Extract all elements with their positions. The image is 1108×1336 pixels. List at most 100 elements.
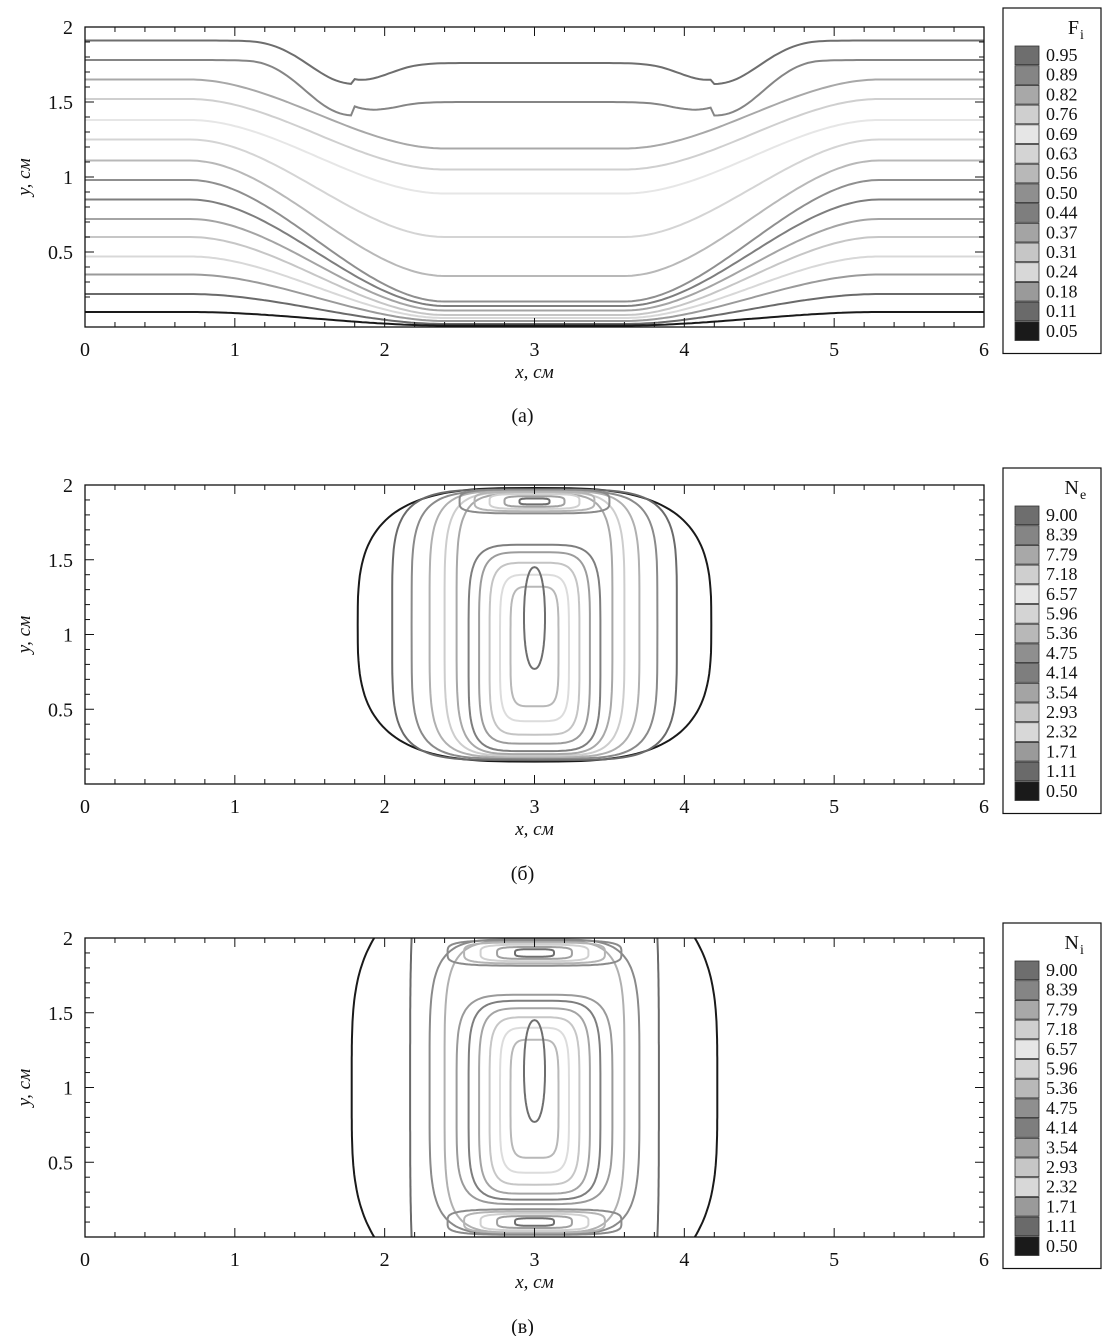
chart-panel-2: 0 1 2 3 4 5 60.511.52x, смy, см(б)N e9.008.397.…	[14, 467, 1102, 885]
contour-line	[473, 490, 596, 513]
y-tick-label: 1.5	[48, 92, 73, 114]
contour-line	[85, 159, 984, 277]
legend-title-sub: i	[1080, 943, 1084, 958]
legend-level-label: 0.82	[1046, 84, 1078, 104]
legend-level-label: 3.54	[1046, 1137, 1078, 1157]
legend-level-label: 8.39	[1046, 525, 1078, 545]
legend-level-label: 2.93	[1046, 1157, 1078, 1177]
legend-level-label: 3.54	[1046, 682, 1078, 702]
legend-swatch	[1014, 702, 1040, 723]
contour-line	[693, 938, 719, 1237]
legend-swatch	[1014, 222, 1040, 243]
contour-group	[356, 486, 713, 763]
legend-swatch	[1014, 604, 1040, 624]
contour-line	[85, 138, 984, 238]
legend-swatch	[1014, 1019, 1040, 1040]
y-axis-label: y, см	[14, 616, 35, 655]
x-axis-label: x, см	[514, 1272, 554, 1293]
legend-level-label: 9.00	[1046, 505, 1078, 525]
contour-line	[85, 179, 984, 303]
x-tick-label: 3	[530, 339, 540, 361]
legend-swatch	[1014, 1177, 1040, 1197]
contour-line	[446, 1208, 623, 1236]
legend-title: N	[1065, 477, 1079, 499]
legend-swatch	[1014, 960, 1040, 981]
legend-swatch	[1014, 1118, 1040, 1138]
legend-swatch	[1014, 144, 1040, 164]
legend-swatch	[1014, 980, 1040, 1000]
legend-level-label: 0.95	[1046, 45, 1078, 65]
legend-swatch	[1014, 564, 1040, 585]
legend-level-label: 5.36	[1046, 1078, 1078, 1098]
y-axis-label: y, см	[14, 1069, 35, 1108]
legend-level-label: 0.05	[1046, 321, 1078, 341]
x-axis-label: x, см	[514, 819, 554, 840]
plot-frame	[84, 937, 985, 1238]
x-tick-label: 2	[380, 1249, 390, 1271]
legend-level-label: 0.44	[1046, 203, 1078, 223]
chart-panel-1: 0 1 2 3 4 5 60.511.52x, смy, см(а)F i0.950.890.…	[14, 7, 1102, 427]
legend-swatch	[1014, 183, 1040, 203]
legend-swatch	[1014, 545, 1040, 565]
contour-line	[488, 493, 581, 510]
x-tick-label: 0	[80, 339, 90, 361]
legend-swatch	[1014, 761, 1040, 782]
x-tick-label: 4	[679, 796, 689, 818]
legend-title-sub: i	[1080, 28, 1084, 43]
panel-caption: (б)	[511, 863, 535, 885]
y-tick-label: 1.5	[48, 1003, 73, 1025]
contour-line	[85, 236, 984, 316]
legend-level-label: 0.11	[1046, 301, 1077, 321]
legend-swatch	[1014, 104, 1040, 125]
legend-level-label: 0.24	[1046, 262, 1078, 282]
contour-line	[85, 39, 984, 86]
x-tick-label: 3	[530, 1249, 540, 1271]
x-axis-label: x, см	[514, 362, 554, 383]
x-tick-label: 1	[230, 796, 240, 818]
contour-line	[85, 59, 984, 117]
legend-level-label: 4.75	[1046, 1098, 1078, 1118]
legend-level-label: 0.56	[1046, 163, 1078, 183]
x-tick-label: 3	[530, 796, 540, 818]
x-tick-label: 1	[230, 1249, 240, 1271]
contour-line	[85, 119, 984, 195]
legend-swatch	[1014, 1157, 1040, 1178]
contour-line	[503, 495, 566, 508]
contour-line	[85, 198, 984, 307]
x-tick-label: 2	[380, 796, 390, 818]
y-tick-label: 1	[63, 1078, 73, 1100]
x-tick-label: 0	[80, 796, 90, 818]
contour-line	[518, 497, 551, 506]
contour-line	[458, 488, 611, 515]
contour-line	[523, 566, 546, 670]
legend-swatch	[1014, 1236, 1040, 1256]
legend-level-label: 9.00	[1046, 960, 1078, 980]
x-tick-label: 0	[80, 1249, 90, 1271]
legend-swatch	[1014, 281, 1040, 302]
x-tick-label: 6	[979, 339, 989, 361]
contour-line	[85, 255, 984, 319]
legend-level-label: 0.63	[1046, 144, 1078, 164]
legend-swatch	[1014, 1039, 1040, 1059]
legend-swatch	[1014, 505, 1040, 526]
legend-level-label: 5.96	[1046, 604, 1078, 624]
x-tick-label: 4	[679, 1249, 689, 1271]
contour-line	[85, 98, 984, 171]
legend-level-label: 2.32	[1046, 1177, 1078, 1197]
contour-group	[350, 938, 719, 1237]
chart-panel-3: 0 1 2 3 4 5 60.511.52x, смy, см(в)N i9.008.397.…	[14, 922, 1102, 1336]
x-tick-label: 6	[979, 1249, 989, 1271]
legend-swatch	[1014, 1137, 1040, 1158]
contour-line	[479, 1212, 590, 1232]
legend-level-label: 2.93	[1046, 702, 1078, 722]
legend-level-label: 7.79	[1046, 999, 1078, 1019]
panel-caption: (в)	[511, 1316, 534, 1336]
legend-swatch	[1014, 163, 1040, 184]
contour-line	[478, 1007, 591, 1195]
contour-line	[514, 948, 555, 958]
contour-line	[85, 78, 984, 150]
y-tick-label: 0.5	[48, 1152, 73, 1174]
x-tick-label: 1	[230, 339, 240, 361]
contour-line	[495, 946, 574, 960]
y-axis-label: y, см	[14, 158, 35, 197]
